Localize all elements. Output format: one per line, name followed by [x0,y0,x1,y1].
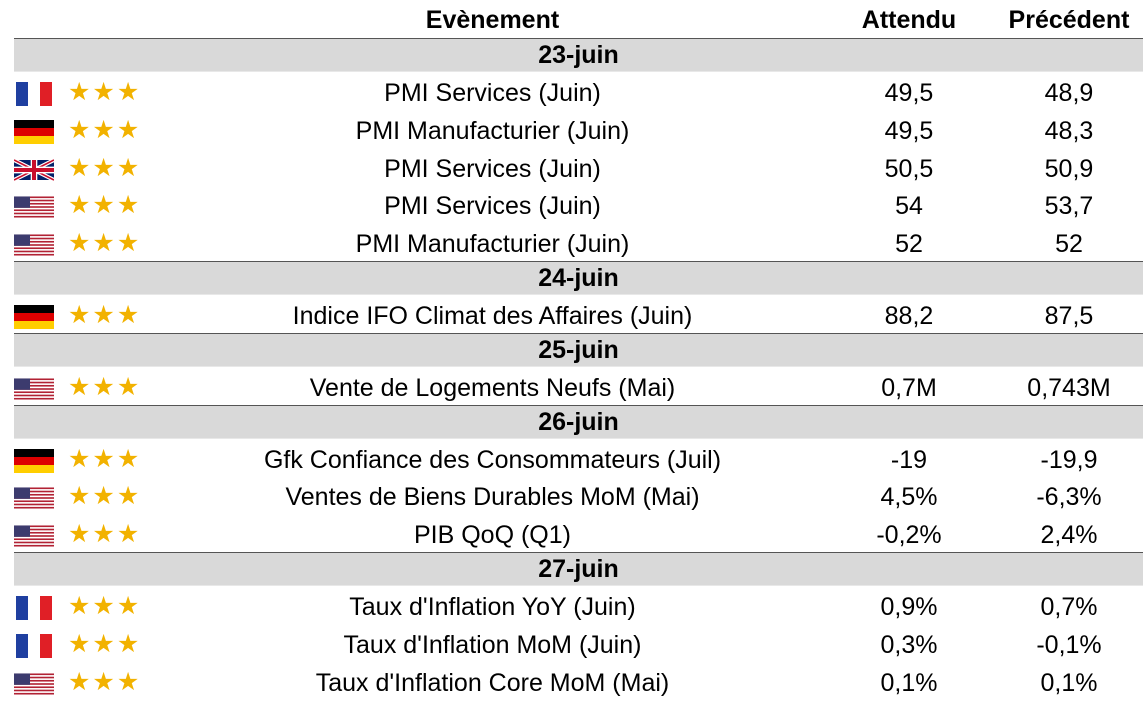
expected-value: 0,9% [880,592,938,621]
importance-stars-icon: ★★★ [68,78,142,106]
importance-stars-icon: ★★★ [68,372,142,401]
previous-value: 52 [1055,230,1083,259]
previous-value: 53,7 [1044,192,1094,221]
header-event: Evènement [425,6,560,34]
previous-value: -0,1% [1036,630,1102,659]
de-flag-icon [14,304,54,329]
event-name: Taux d'Inflation MoM (Juin) [343,630,642,659]
fr-flag-icon [14,595,54,620]
fr-flag-icon [14,633,54,658]
table-row: ★★★ Ventes de Biens Durables MoM (Mai) 4,5… [0,476,1143,514]
event-name: PIB QoQ (Q1) [414,521,571,550]
event-name: Taux d'Inflation YoY (Juin) [349,592,636,621]
event-name: Indice IFO Climat des Affaires (Juin) [292,301,693,330]
expected-value: 88,2 [884,301,934,330]
event-name: PMI Manufacturier (Juin) [355,230,630,259]
table-row: ★★★ PMI Services (Juin) 54 53,7 [0,185,1143,223]
header-previous: Précédent [1008,6,1130,34]
event-name: Vente de Logements Neufs (Mai) [309,373,676,402]
expected-value: 49,5 [884,116,934,145]
expected-value: 0,1% [880,668,938,697]
de-flag-icon [14,448,54,473]
day-header: 23-juin [14,38,1143,72]
importance-stars-icon: ★★★ [68,520,142,549]
table-row: ★★★ PIB QoQ (Q1) -0,2% 2,4% [0,514,1143,552]
header-expected: Attendu [861,6,957,34]
table-row: ★★★ PMI Services (Juin) 50,5 50,9 [0,148,1143,186]
uk-flag-icon [14,157,54,182]
event-name: Gfk Confiance des Consommateurs (Juil) [263,445,722,474]
day-header: 27-juin [14,551,1143,586]
table-row: ★★★ Taux d'Inflation Core MoM (Mai) 0,1% 0,… [0,662,1143,700]
previous-value: -19,9 [1040,445,1098,474]
importance-stars-icon: ★★★ [68,191,142,220]
expected-value: 0,7M [881,373,937,402]
expected-value: 0,3% [880,630,938,659]
table-header: Evènement Attendu Précédent [0,0,1143,38]
expected-value: 4,5% [880,483,938,512]
importance-stars-icon: ★★★ [68,482,142,511]
importance-stars-icon: ★★★ [68,115,142,144]
table-row: ★★★ Taux d'Inflation YoY (Juin) 0,9% 0,7% [0,586,1143,624]
expected-value: -0,2% [876,521,942,550]
previous-value: 2,4% [1040,521,1098,550]
day-header: 25-juin [14,332,1143,367]
day-header: 24-juin [14,260,1143,295]
importance-stars-icon: ★★★ [68,444,142,473]
table-row: ★★★ PMI Manufacturier (Juin) 52 52 [0,223,1143,261]
table-body: 23-juin ★★★ PMI Services (Juin) 49,5 48,9 ★★★… [0,38,1143,699]
previous-value: 50,9 [1044,154,1094,183]
importance-stars-icon: ★★★ [68,667,142,696]
expected-value: 49,5 [884,79,934,107]
table-row: ★★★ Indice IFO Climat des Affaires (Juin)… [0,295,1143,333]
previous-value: 87,5 [1044,301,1094,330]
economic-calendar-table: Evènement Attendu Précédent 23-juin ★★★ PM… [0,0,1143,699]
day-header: 26-juin [14,404,1143,439]
importance-stars-icon: ★★★ [68,591,142,620]
table-row: ★★★ PMI Manufacturier (Juin) 49,5 48,3 [0,110,1143,148]
us-flag-icon [14,486,54,510]
event-name: Taux d'Inflation Core MoM (Mai) [315,668,670,697]
expected-value: 54 [895,192,923,221]
previous-value: 48,3 [1044,116,1094,145]
event-name: PMI Services (Juin) [384,192,601,221]
table-row: ★★★ Taux d'Inflation MoM (Juin) 0,3% -0,1% [0,624,1143,662]
us-flag-icon [14,195,54,219]
us-flag-icon [14,377,54,401]
table-row: ★★★ Vente de Logements Neufs (Mai) 0,7M 0,7… [0,367,1143,405]
us-flag-icon [14,672,54,696]
previous-value: 0,743M [1027,373,1111,402]
event-name: PMI Services (Juin) [384,154,601,183]
expected-value: 50,5 [884,154,934,183]
event-name: PMI Manufacturier (Juin) [355,116,630,145]
event-name: PMI Services (Juin) [384,79,601,107]
previous-value: -6,3% [1036,483,1102,512]
expected-value: -19 [890,445,928,474]
table-row: ★★★ PMI Services (Juin) 49,5 48,9 [0,72,1143,110]
fr-flag-icon [14,82,54,106]
table-row: ★★★ Gfk Confiance des Consommateurs (Juil… [0,439,1143,477]
importance-stars-icon: ★★★ [68,300,142,329]
importance-stars-icon: ★★★ [68,153,142,182]
de-flag-icon [14,119,54,144]
previous-value: 0,1% [1040,668,1098,697]
importance-stars-icon: ★★★ [68,229,142,258]
us-flag-icon [14,233,54,257]
us-flag-icon [14,524,54,548]
event-name: Ventes de Biens Durables MoM (Mai) [285,483,700,512]
expected-value: 52 [895,230,923,259]
importance-stars-icon: ★★★ [68,629,142,658]
previous-value: 48,9 [1044,79,1094,107]
previous-value: 0,7% [1040,592,1098,621]
